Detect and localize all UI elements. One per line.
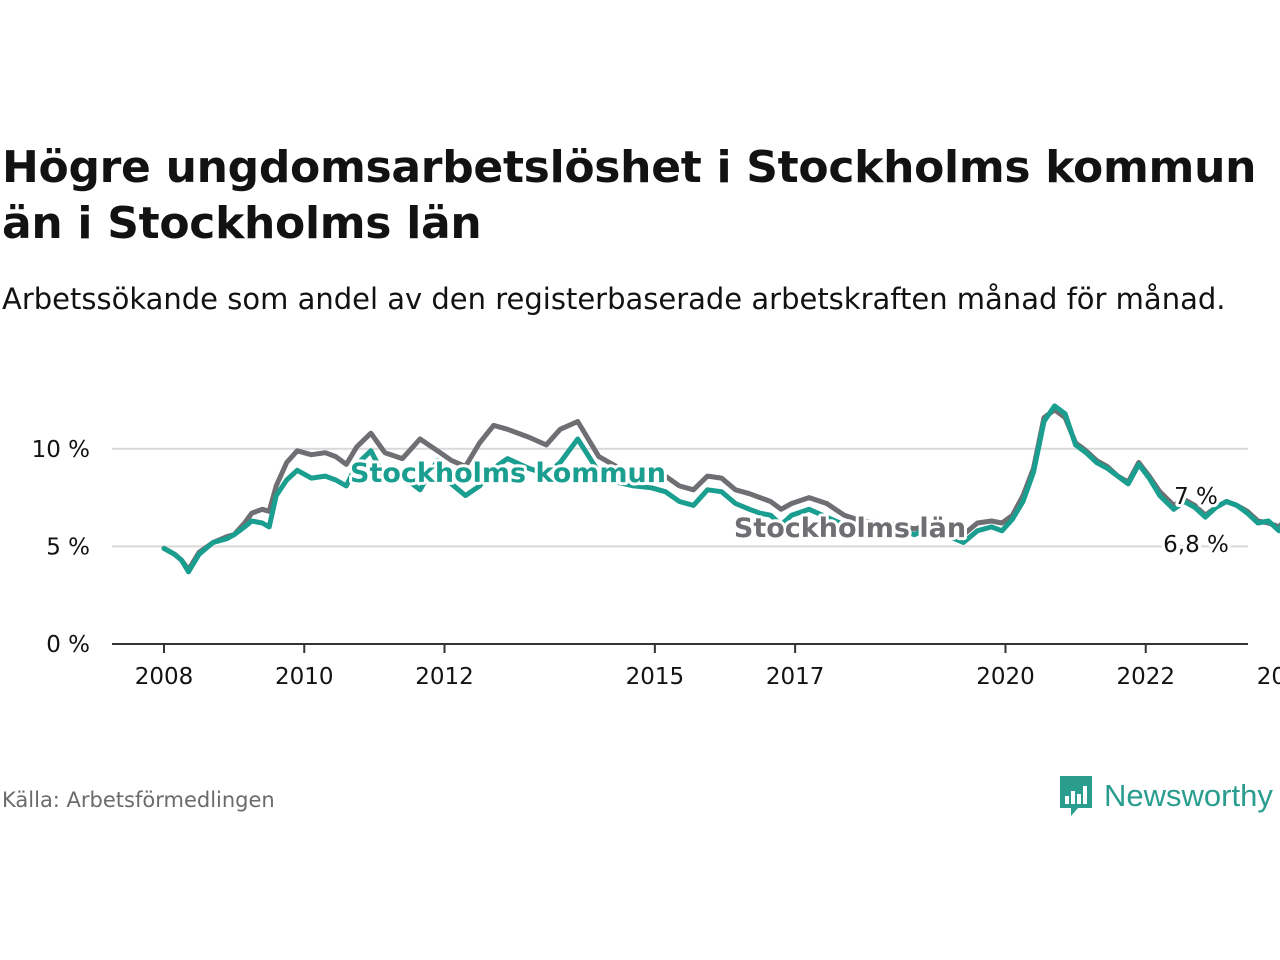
- chart-subtitle: Arbetssökande som andel av den registerb…: [2, 282, 1226, 316]
- y-tick-label: 5 %: [46, 534, 90, 560]
- x-tick-label: 2012: [415, 664, 474, 690]
- series-label-kommun: Stockholms kommun: [350, 458, 666, 489]
- series-label-lan: Stockholms län: [734, 513, 966, 544]
- brand-name: Newsworthy: [1104, 778, 1273, 813]
- x-tick-label: 2010: [275, 664, 334, 690]
- end-label-lan: 6,8 %: [1163, 532, 1229, 558]
- bar-chart-bubble-icon: [1060, 776, 1092, 816]
- x-axis: 2008 2010 2012 2015 2017 2020 2022 2024: [112, 643, 1280, 690]
- y-tick-label: 10 %: [32, 437, 90, 463]
- y-axis-labels: 0 % 5 % 10 %: [32, 437, 90, 658]
- y-tick-label: 0 %: [46, 632, 90, 658]
- x-tick-label: 2022: [1116, 664, 1175, 690]
- x-tick-label: 2024: [1257, 664, 1280, 690]
- series-lines: [161, 403, 1280, 575]
- x-tick-label: 2015: [626, 664, 685, 690]
- x-tick-label: 2017: [766, 664, 825, 690]
- newsworthy-brand[interactable]: Newsworthy: [1058, 772, 1273, 820]
- line-chart: 0 %5 %10 % 2008 2010 2012 2015 2017 2020 2022 2…: [32, 403, 1280, 690]
- end-label-kommun: 7 %: [1174, 484, 1218, 510]
- chart-title: Högre ungdomsarbetslöshet i Stockholms k…: [2, 142, 1257, 249]
- grid-lines: [112, 447, 1248, 548]
- x-tick-label: 2020: [976, 664, 1035, 690]
- x-tick-label: 2008: [135, 664, 194, 690]
- source-note: Källa: Arbetsförmedlingen: [2, 788, 275, 812]
- series-labels: Stockholms kommun Stockholms län 7 % 6,8 %: [347, 455, 1232, 561]
- series-line-kommun: [161, 403, 1280, 575]
